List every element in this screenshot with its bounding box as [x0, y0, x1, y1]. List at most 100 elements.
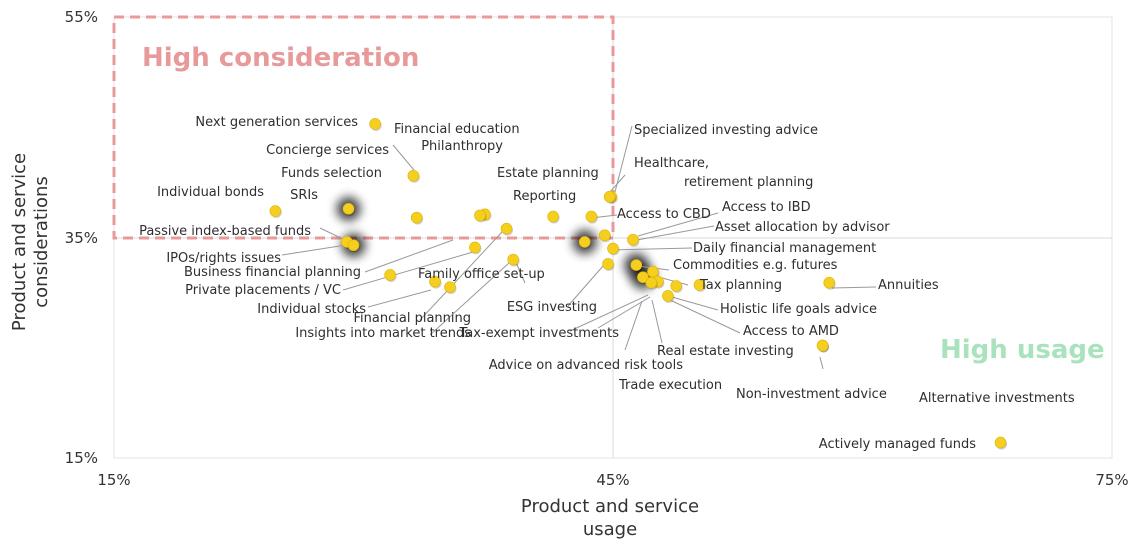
y-axis-title-line2: considerations [31, 176, 52, 307]
data-point-business-financial-planning [384, 269, 396, 281]
data-point-trade-execution [662, 290, 674, 302]
point-label-sris: SRIs [290, 188, 318, 203]
data-point-alternative-investments [816, 339, 829, 352]
point-label-commodities-e-g-futures: Commodities e.g. futures [673, 258, 838, 273]
data-point-concierge-services [407, 169, 420, 182]
high-consideration-zone [112, 15, 615, 240]
data-point-access-to-cbd [578, 236, 591, 248]
data-point-actively-managed-funds [994, 436, 1007, 449]
data-points [269, 118, 1008, 450]
point-label-tax-planning: Tax planning [699, 278, 782, 293]
point-label-passive-index-based-funds: Passive index-based funds [139, 224, 311, 239]
data-labels: Next generation services Financial educat… [139, 115, 1075, 452]
data-point-daily-financial-management [598, 229, 611, 242]
point-label-healthcare-retirement-planning: Healthcare, retirement planning [634, 156, 813, 190]
data-point-healthcare-retirement-planning [603, 190, 616, 203]
point-label-non-investment-advice: Non-investment advice [736, 387, 887, 402]
point-label-funds-selection: Funds selection [281, 166, 382, 181]
data-point-real-estate-investing [670, 280, 683, 292]
data-point-individual-stocks [429, 275, 441, 288]
x-axis-title-line1: Product and service [521, 496, 699, 517]
data-point-access-to-amd [645, 276, 658, 289]
data-point-holistic-life-goals-advice [693, 279, 706, 291]
point-label-private-placements-vc: Private placements / VC [185, 283, 341, 298]
point-label-real-estate-investing: Real estate investing [657, 344, 794, 359]
leader-line [637, 212, 719, 237]
point-label-business-financial-planning: Business financial planning [184, 265, 361, 280]
data-point-private-placements-vc [444, 281, 456, 293]
leader-lines [281, 125, 877, 370]
point-label-financial-education: Financial education [394, 122, 520, 137]
leader-line [667, 298, 741, 334]
data-point-esg-investing [602, 258, 614, 270]
leader-line [636, 225, 715, 241]
data-point-next-generation-services [369, 118, 381, 130]
leader-line [624, 300, 643, 351]
data-point-estate-planning [547, 210, 559, 223]
point-label-insights-into-market-trends: Insights into market trends [295, 326, 471, 341]
point-label-holistic-life-goals-advice: Holistic life goals advice [720, 302, 877, 317]
data-point-ipos-rights-issues [347, 239, 360, 252]
data-point-access-to-ibd [607, 242, 619, 255]
leader-line [819, 356, 824, 370]
point-label-specialized-investing-advice: Specialized investing advice [634, 123, 818, 138]
point-label-advice-on-advanced-risk-tools: Advice on advanced risk tools [489, 358, 683, 373]
y-tick-top: 55% [65, 8, 98, 26]
point-label-access-to-cbd: Access to CBD [617, 207, 711, 222]
y-axis-title-line1: Product and service [9, 153, 30, 331]
data-point-reporting [585, 210, 598, 223]
data-point-commodities-e-g-futures [647, 265, 659, 278]
data-point-sris [342, 203, 355, 215]
leader-line [614, 125, 633, 193]
point-label-daily-financial-management: Daily financial management [693, 241, 876, 256]
data-point-advice-on-advanced-risk-tools [637, 271, 649, 283]
leader-line [831, 286, 877, 289]
leader-line [392, 144, 415, 171]
point-label-access-to-amd: Access to AMD [743, 324, 839, 339]
point-label-tax-exempt-investments: Tax-exempt investments [458, 326, 619, 341]
data-point-annuities [823, 276, 836, 289]
high-consideration-label: High consideration [142, 43, 419, 73]
leader-line [597, 296, 651, 329]
point-label-ipos-rights-issues: IPOs/rights issues [166, 251, 281, 266]
data-point-philanthropy [474, 209, 486, 222]
x-tick-mid: 45% [596, 471, 629, 489]
leader-line [671, 296, 719, 311]
leader-line [342, 251, 474, 291]
data-point-individual-bonds [269, 205, 282, 217]
data-point-funds-selection [410, 211, 423, 224]
data-point-insights-into-market-trends [507, 253, 520, 266]
point-label-actively-managed-funds: Actively managed funds [819, 437, 976, 452]
x-tick-right: 75% [1095, 471, 1128, 489]
point-label-individual-stocks: Individual stocks [257, 302, 366, 317]
point-label-esg-investing: ESG investing [507, 300, 597, 315]
point-label-next-generation-services: Next generation services [195, 115, 358, 130]
leader-line [281, 244, 347, 256]
data-point-family-office-set-up [469, 241, 481, 254]
point-label-philanthropy: Philanthropy [421, 139, 503, 154]
point-label-access-to-ibd: Access to IBD [722, 200, 811, 215]
leader-line [364, 239, 454, 273]
leader-line [569, 294, 649, 332]
leader-line [419, 231, 503, 321]
point-label-alternative-investments: Alternative investments [919, 391, 1075, 406]
y-tick-bottom: 15% [65, 449, 98, 467]
high-usage-label: High usage [940, 335, 1105, 365]
point-label-reporting: Reporting [513, 189, 576, 204]
point-label-trade-execution: Trade execution [618, 378, 722, 393]
point-label-financial-planning: Financial planning [354, 311, 471, 326]
leader-line [367, 289, 432, 308]
leader-line [609, 247, 693, 251]
point-label-concierge-services: Concierge services [266, 143, 389, 158]
point-label-individual-bonds: Individual bonds [157, 185, 264, 200]
leader-line [651, 299, 663, 344]
y-tick-mid: 35% [65, 229, 98, 247]
data-point-tax-planning [630, 259, 643, 271]
point-label-asset-allocation-by-advisor: Asset allocation by advisor [715, 220, 890, 235]
x-axis-title-line2: usage [583, 519, 637, 540]
point-label-family-office-set-up: Family office set-up [418, 267, 545, 282]
leader-line [567, 265, 604, 307]
x-tick-left: 15% [97, 471, 130, 489]
leader-line [319, 227, 346, 241]
